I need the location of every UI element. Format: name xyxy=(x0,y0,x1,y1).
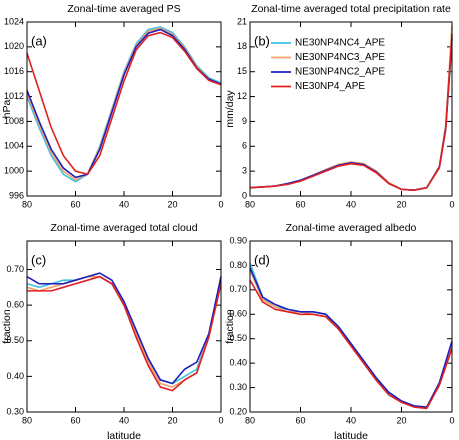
y-tick-label: 0.40 xyxy=(229,358,247,368)
plot-frame xyxy=(249,21,453,197)
y-axis-label: hPa xyxy=(1,100,13,119)
y-tick-label: 1016 xyxy=(4,66,24,76)
x-tick-label: 0 xyxy=(218,415,223,425)
series-line xyxy=(249,262,453,408)
y-tick-label: 1008 xyxy=(4,116,24,126)
y-tick-label: 0.30 xyxy=(229,382,247,392)
legend-label: NE30NP4NC4_APE xyxy=(295,38,385,49)
x-tick-label: 40 xyxy=(346,199,356,209)
y-tick-label: 0.90 xyxy=(229,235,247,245)
x-tick-label: 80 xyxy=(22,199,32,209)
series-line xyxy=(249,34,453,192)
legend-label: NE30NP4NC3_APE xyxy=(295,52,385,63)
series-line xyxy=(26,31,222,176)
series-line xyxy=(249,269,453,408)
x-tick-label: 20 xyxy=(396,199,406,209)
chart-title: Zonal-time averaged PS xyxy=(67,3,180,15)
plot-frame xyxy=(249,240,453,413)
chart-title: Zonal-time averaged total precipitation … xyxy=(251,3,451,15)
panel-label: (d) xyxy=(254,252,270,267)
y-tick-label: 0.30 xyxy=(6,406,24,416)
x-tick-label: 40 xyxy=(119,415,129,425)
y-tick-label: 1024 xyxy=(4,16,24,26)
y-tick-label: 0.80 xyxy=(229,260,247,270)
y-tick-label: 1000 xyxy=(4,166,24,176)
x-tick-label: 40 xyxy=(346,415,356,425)
y-tick-label: 12 xyxy=(237,91,247,101)
x-tick-label: 20 xyxy=(167,199,177,209)
y-tick-label: 0.50 xyxy=(229,333,247,343)
y-tick-label: 0.40 xyxy=(6,371,24,381)
plot-frame xyxy=(26,240,222,413)
x-tick-label: 80 xyxy=(245,199,255,209)
x-tick-label: 60 xyxy=(70,199,80,209)
y-tick-label: 6 xyxy=(242,141,247,151)
y-tick-label: 15 xyxy=(237,66,247,76)
y-axis-label: fraction xyxy=(1,309,13,344)
y-tick-label: 21 xyxy=(237,16,247,26)
y-tick-label: 3 xyxy=(242,166,247,176)
y-tick-label: 0.70 xyxy=(6,264,24,274)
plot-frame xyxy=(26,21,222,197)
y-axis-label: mm/day xyxy=(224,90,236,128)
y-tick-label: 0.70 xyxy=(229,284,247,294)
x-tick-label: 0 xyxy=(449,199,454,209)
y-tick-label: 0.20 xyxy=(229,406,247,416)
x-tick-label: 60 xyxy=(295,415,305,425)
y-tick-label: 1012 xyxy=(4,91,24,101)
series-line xyxy=(26,275,222,388)
series-line xyxy=(249,26,453,192)
y-tick-label: 0.60 xyxy=(6,300,24,310)
series-line xyxy=(249,267,453,408)
y-tick-label: 996 xyxy=(9,190,24,200)
x-tick-label: 0 xyxy=(449,415,454,425)
y-axis-label: fraction xyxy=(224,309,236,344)
x-tick-label: 80 xyxy=(22,415,32,425)
x-tick-label: 0 xyxy=(218,199,223,209)
chart-title: Zonal-time averaged total cloud xyxy=(50,222,197,234)
y-tick-label: 0.60 xyxy=(229,309,247,319)
panel-label: (c) xyxy=(31,252,46,267)
x-tick-label: 20 xyxy=(396,415,406,425)
series-line xyxy=(249,42,453,192)
y-tick-label: 0.50 xyxy=(6,335,24,345)
legend-label: NE30NP4_APE xyxy=(295,81,365,92)
y-tick-label: 0 xyxy=(242,190,247,200)
panel-label: (a) xyxy=(31,33,47,48)
panel-label: (b) xyxy=(254,33,270,48)
chart-title: Zonal-time averaged albedo xyxy=(286,222,417,234)
x-tick-label: 20 xyxy=(167,415,177,425)
series-line xyxy=(26,272,222,385)
x-tick-label: 40 xyxy=(119,199,129,209)
y-tick-label: 1020 xyxy=(4,41,24,51)
x-axis-label: latitude xyxy=(107,430,141,440)
x-tick-label: 80 xyxy=(245,415,255,425)
y-tick-label: 9 xyxy=(242,116,247,126)
x-tick-label: 60 xyxy=(295,199,305,209)
y-tick-label: 1004 xyxy=(4,141,24,151)
x-tick-label: 60 xyxy=(70,415,80,425)
series-line xyxy=(249,279,453,410)
series-line xyxy=(26,275,222,385)
x-axis-label: latitude xyxy=(334,430,368,440)
series-line xyxy=(27,275,222,392)
y-tick-label: 18 xyxy=(237,41,247,51)
legend-label: NE30NP4NC2_APE xyxy=(295,67,385,78)
series-line xyxy=(26,28,222,179)
